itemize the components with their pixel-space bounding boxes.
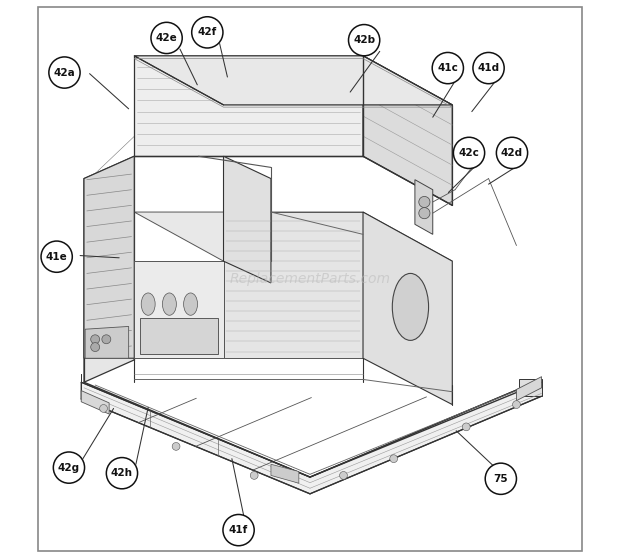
Circle shape: [107, 458, 138, 489]
Circle shape: [100, 405, 107, 412]
Polygon shape: [134, 261, 223, 358]
Polygon shape: [520, 379, 542, 396]
Ellipse shape: [184, 293, 198, 315]
Text: 41e: 41e: [46, 252, 68, 262]
Text: ReplacementParts.com: ReplacementParts.com: [229, 272, 391, 286]
Circle shape: [497, 137, 528, 169]
Circle shape: [432, 52, 464, 84]
Ellipse shape: [392, 273, 428, 340]
Polygon shape: [516, 377, 542, 401]
Circle shape: [340, 472, 347, 479]
Text: 42e: 42e: [156, 33, 177, 43]
Ellipse shape: [162, 293, 176, 315]
Text: 41f: 41f: [229, 525, 248, 535]
Text: 42b: 42b: [353, 35, 375, 45]
Circle shape: [419, 196, 430, 208]
Polygon shape: [81, 379, 542, 494]
Polygon shape: [363, 56, 453, 205]
Circle shape: [102, 335, 111, 344]
Circle shape: [463, 423, 470, 431]
Polygon shape: [363, 212, 453, 405]
Circle shape: [91, 343, 100, 352]
Circle shape: [53, 452, 84, 483]
Circle shape: [41, 241, 73, 272]
Text: 41c: 41c: [437, 63, 458, 73]
Polygon shape: [134, 212, 453, 261]
Polygon shape: [223, 212, 363, 358]
Circle shape: [453, 137, 485, 169]
Circle shape: [390, 455, 397, 463]
Text: 42g: 42g: [58, 463, 80, 473]
Circle shape: [49, 57, 80, 88]
Circle shape: [348, 25, 379, 56]
Circle shape: [485, 463, 516, 494]
Polygon shape: [85, 326, 128, 358]
Circle shape: [91, 335, 100, 344]
Text: 42c: 42c: [459, 148, 479, 158]
Text: 42a: 42a: [53, 68, 76, 78]
Circle shape: [172, 442, 180, 450]
Circle shape: [192, 17, 223, 48]
Text: 75: 75: [494, 474, 508, 484]
Circle shape: [223, 514, 254, 546]
Circle shape: [419, 208, 430, 219]
Polygon shape: [134, 56, 453, 105]
Text: 41d: 41d: [477, 63, 500, 73]
Polygon shape: [223, 156, 271, 283]
Ellipse shape: [141, 293, 155, 315]
Text: 42f: 42f: [198, 27, 217, 37]
Polygon shape: [84, 156, 134, 382]
Polygon shape: [84, 156, 134, 358]
Circle shape: [473, 52, 504, 84]
Circle shape: [513, 401, 520, 408]
Polygon shape: [140, 318, 218, 354]
Text: 42h: 42h: [111, 468, 133, 478]
Circle shape: [151, 22, 182, 54]
Circle shape: [250, 472, 258, 479]
Polygon shape: [134, 56, 363, 156]
Polygon shape: [415, 180, 433, 234]
Text: 42d: 42d: [501, 148, 523, 158]
Polygon shape: [271, 464, 299, 483]
Polygon shape: [81, 391, 109, 414]
